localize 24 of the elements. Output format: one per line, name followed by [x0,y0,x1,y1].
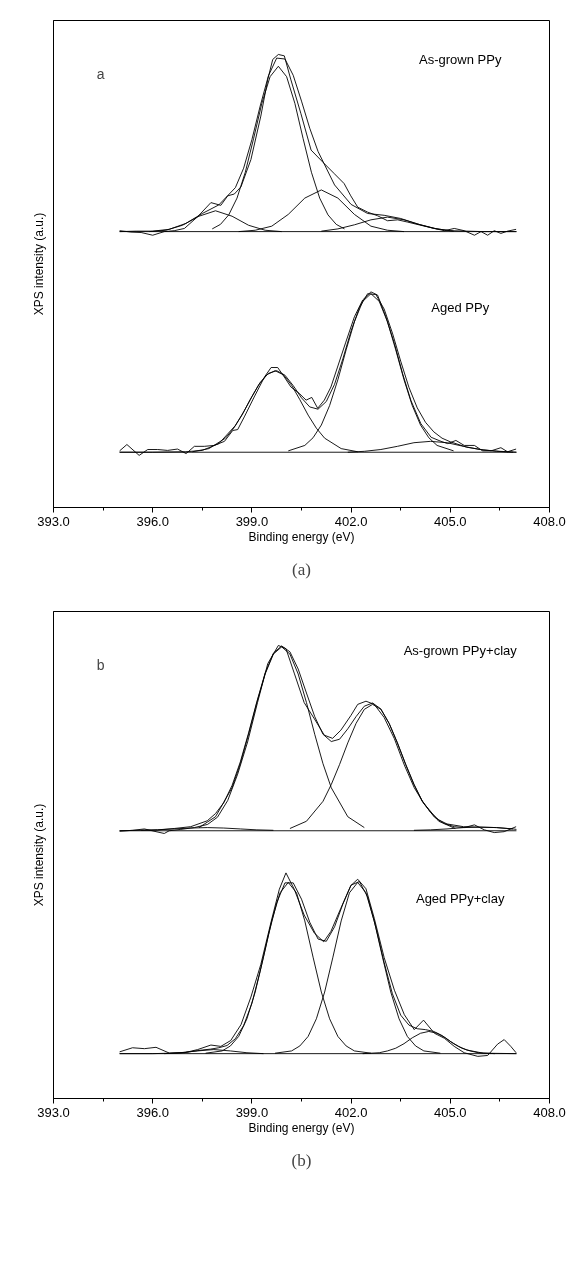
x-axis-title: Binding energy (eV) [248,1120,355,1135]
text: (a) [292,559,311,579]
y-axis-title: XPS intensity (a.u.) [31,212,46,316]
x-tick-label: 402.0 [334,513,368,529]
x-tick-label: 393.0 [37,1104,70,1120]
x-tick-label: 405.0 [434,1104,467,1120]
x-axis-title: Binding energy (eV) [248,529,355,544]
x-tick-label: 396.0 [136,1104,169,1120]
text: a [96,66,105,83]
x-tick-label: 408.0 [533,1104,566,1120]
annotation: Aged PPy [431,300,490,316]
x-tick-label: 399.0 [235,1104,269,1120]
text: (b) [291,1150,312,1170]
annotation: Aged PPy+clay [415,891,505,907]
annotation: As-grown PPy [419,51,502,67]
x-tick-label: 396.0 [136,513,169,529]
x-tick-label: 393.0 [37,513,70,529]
x-tick-label: 399.0 [235,513,269,529]
x-tick-label: 405.0 [434,513,467,529]
x-tick-label: 402.0 [334,1104,368,1120]
y-axis-title: XPS intensity (a.u.) [31,803,46,907]
x-tick-label: 408.0 [533,513,566,529]
annotation: As-grown PPy+clay [403,642,518,658]
text: b [96,657,105,674]
